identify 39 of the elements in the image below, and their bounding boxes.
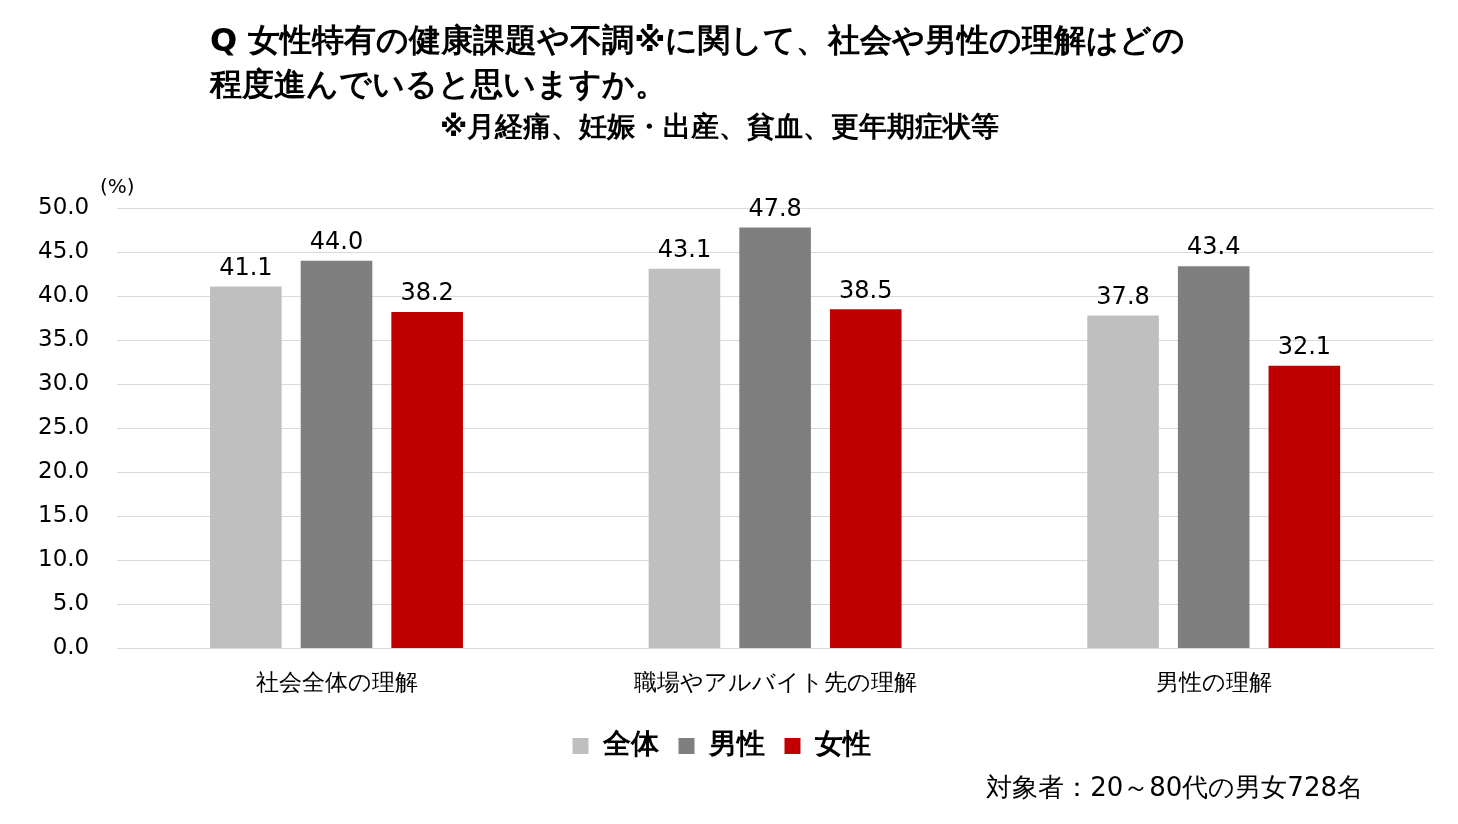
data-label: 38.5 [839, 275, 893, 304]
chart-title: Q 女性特有の健康課題や不調※に関して、社会や男性の理解はどの程度進んでいると思いますか。 [210, 20, 1187, 105]
chart-subtitle: ※月経痛、妊娠・出産、貧血、更年期症状等 [440, 109, 1000, 145]
x-tick-label: 男性の理解 [1155, 669, 1272, 696]
y-axis-title: (%) [100, 174, 135, 199]
data-label: 43.4 [1186, 232, 1241, 261]
y-tick-label: 45.0 [37, 237, 90, 264]
y-tick-label: 20.0 [37, 457, 90, 484]
data-label: 37.8 [1096, 281, 1150, 310]
data-label: 38.2 [400, 278, 454, 307]
y-tick-label: 50.0 [37, 192, 90, 219]
data-label: 32.1 [1277, 331, 1332, 360]
y-tick-label: 40.0 [37, 281, 90, 308]
y-tick-label: 0.0 [52, 633, 90, 660]
y-tick-label: 25.0 [37, 413, 90, 440]
x-tick-label: 社会全体の理解 [255, 669, 418, 696]
legend-label: 男性 [707, 727, 765, 761]
y-tick-label: 30.0 [37, 369, 90, 396]
bar [1087, 315, 1159, 648]
y-tick-label: 15.0 [37, 501, 90, 528]
data-label: 41.1 [219, 252, 273, 281]
data-label: 43.1 [657, 235, 712, 264]
legend-label: 女性 [813, 727, 871, 761]
bar [300, 260, 373, 648]
bar [1177, 266, 1250, 648]
legend-label: 全体 [601, 727, 660, 761]
bar [1268, 365, 1341, 648]
bar [391, 311, 463, 648]
y-tick-label: 5.0 [52, 589, 90, 616]
data-label: 47.8 [748, 193, 802, 222]
bar [210, 286, 282, 648]
y-tick-label: 35.0 [37, 325, 90, 352]
bar [739, 227, 811, 648]
y-tick-label: 10.0 [37, 545, 90, 572]
bar [648, 268, 721, 648]
x-tick-label: 職場やアルバイト先の理解 [633, 669, 917, 696]
bar [829, 309, 902, 648]
data-label: 44.0 [309, 227, 364, 256]
text: 対象者：20～80代の男女728名 [986, 771, 1363, 804]
